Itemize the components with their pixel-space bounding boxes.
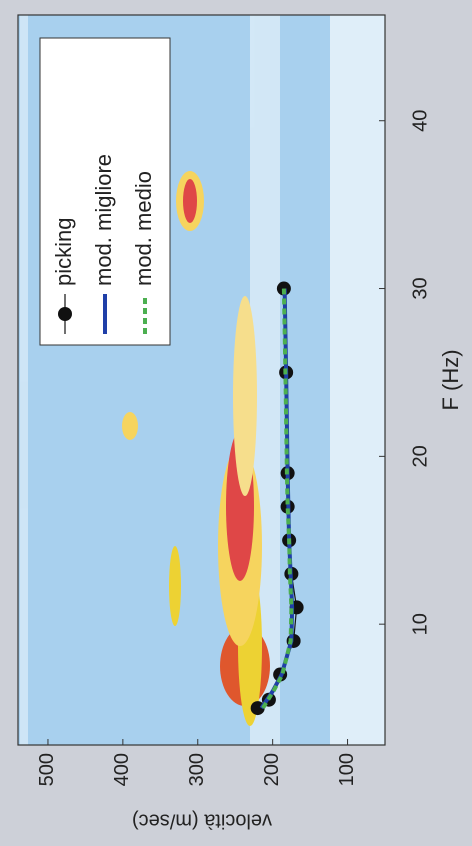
y-tick-label: 100 (336, 753, 358, 786)
y-tick-label: 400 (111, 753, 133, 786)
legend-label: picking (51, 218, 76, 286)
series-line (261, 288, 294, 710)
x-axis-label: F (Hz) (438, 349, 463, 410)
point (250, 701, 265, 716)
y-tick-label: 500 (36, 753, 58, 786)
legend-label: mod. migliore (91, 154, 116, 286)
x-tick-label: 20 (409, 445, 431, 467)
y-tick-label: 300 (186, 753, 208, 786)
plot-frame (17, 14, 386, 746)
rotated-chart: F (Hz) velocità (m/sec) 10 20 30 40 100 200 30… (17, 14, 463, 832)
x-tick-label: 10 (409, 613, 431, 635)
heatmap-decoration (20, 15, 385, 745)
y-tick-label: 200 (261, 753, 283, 786)
y-axis-label: velocità (m/sec) (132, 810, 272, 832)
x-tick-label: 30 (409, 277, 431, 299)
x-tick-label: 40 (409, 110, 431, 132)
legend (39, 37, 171, 346)
legend-marker (58, 307, 72, 321)
legend-label: mod. medio (131, 171, 156, 286)
